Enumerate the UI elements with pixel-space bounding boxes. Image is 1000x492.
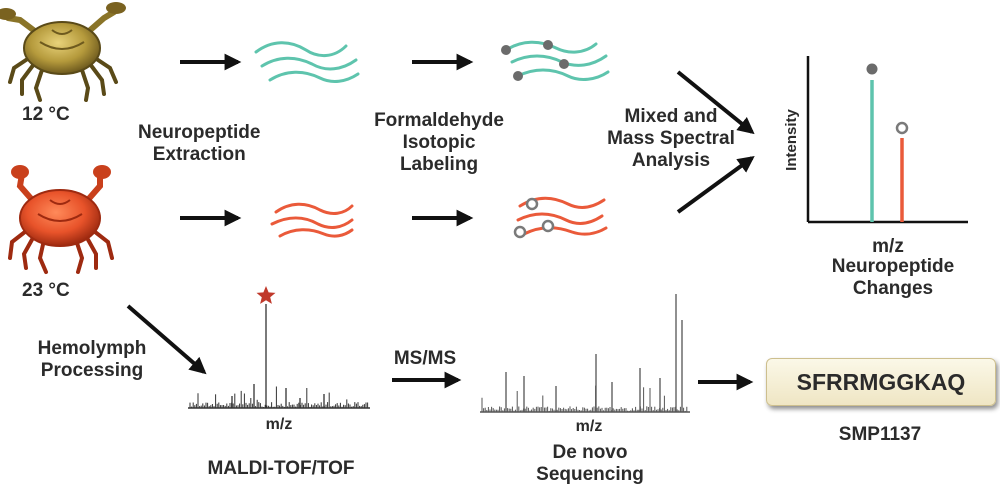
arrow-bottom-to-analysis — [676, 156, 755, 214]
red-peptides-unlabeled — [270, 202, 354, 238]
mixed-analysis-label: Mixed and Mass Spectral Analysis — [607, 106, 735, 171]
labeling-label: Formaldehyde Isotopic Labeling — [374, 110, 504, 175]
denovo-spectrum-xlabel: m/z — [575, 418, 603, 435]
peptide-name: SMP1137 — [838, 424, 922, 445]
extraction-label: Neuropeptide Extraction — [138, 122, 261, 165]
result-chart: Intensity — [783, 56, 968, 224]
teal-peptides-labeled — [501, 40, 610, 81]
red-peak-label-circle — [895, 121, 909, 135]
teal-peak-label-dot — [866, 63, 878, 75]
peptide-sequence: SFRRMGGKAQ — [796, 368, 966, 395]
cold-crab-icon — [0, 2, 126, 102]
warm-crab-icon — [8, 165, 114, 274]
cold-temperature-label: 12 °C — [22, 104, 70, 125]
maldi-spectrum-xlabel: m/z — [265, 416, 293, 433]
denovo-label: De novo Sequencing — [536, 442, 644, 485]
teal-peptides-unlabeled — [254, 41, 360, 83]
result-chart-caption: Neuropeptide Changes — [831, 256, 955, 299]
denovo-spectrum — [480, 294, 690, 413]
star-icon — [256, 286, 276, 304]
hemolymph-label: Hemolymph Processing — [37, 338, 147, 381]
msms-label: MS/MS — [393, 348, 457, 369]
peptide-sequence-box: SFRRMGGKAQ — [766, 358, 996, 406]
maldi-label: MALDI-TOF/TOF — [207, 458, 355, 479]
result-chart-ylabel: Intensity — [783, 109, 800, 171]
result-chart-xlabel: m/z — [872, 236, 904, 257]
maldi-spectrum — [188, 304, 370, 409]
arrow-top-to-analysis — [676, 70, 755, 135]
red-peptides-labeled — [513, 196, 608, 239]
warm-temperature-label: 23 °C — [22, 280, 70, 301]
arrow-hemolymph — [126, 304, 207, 375]
